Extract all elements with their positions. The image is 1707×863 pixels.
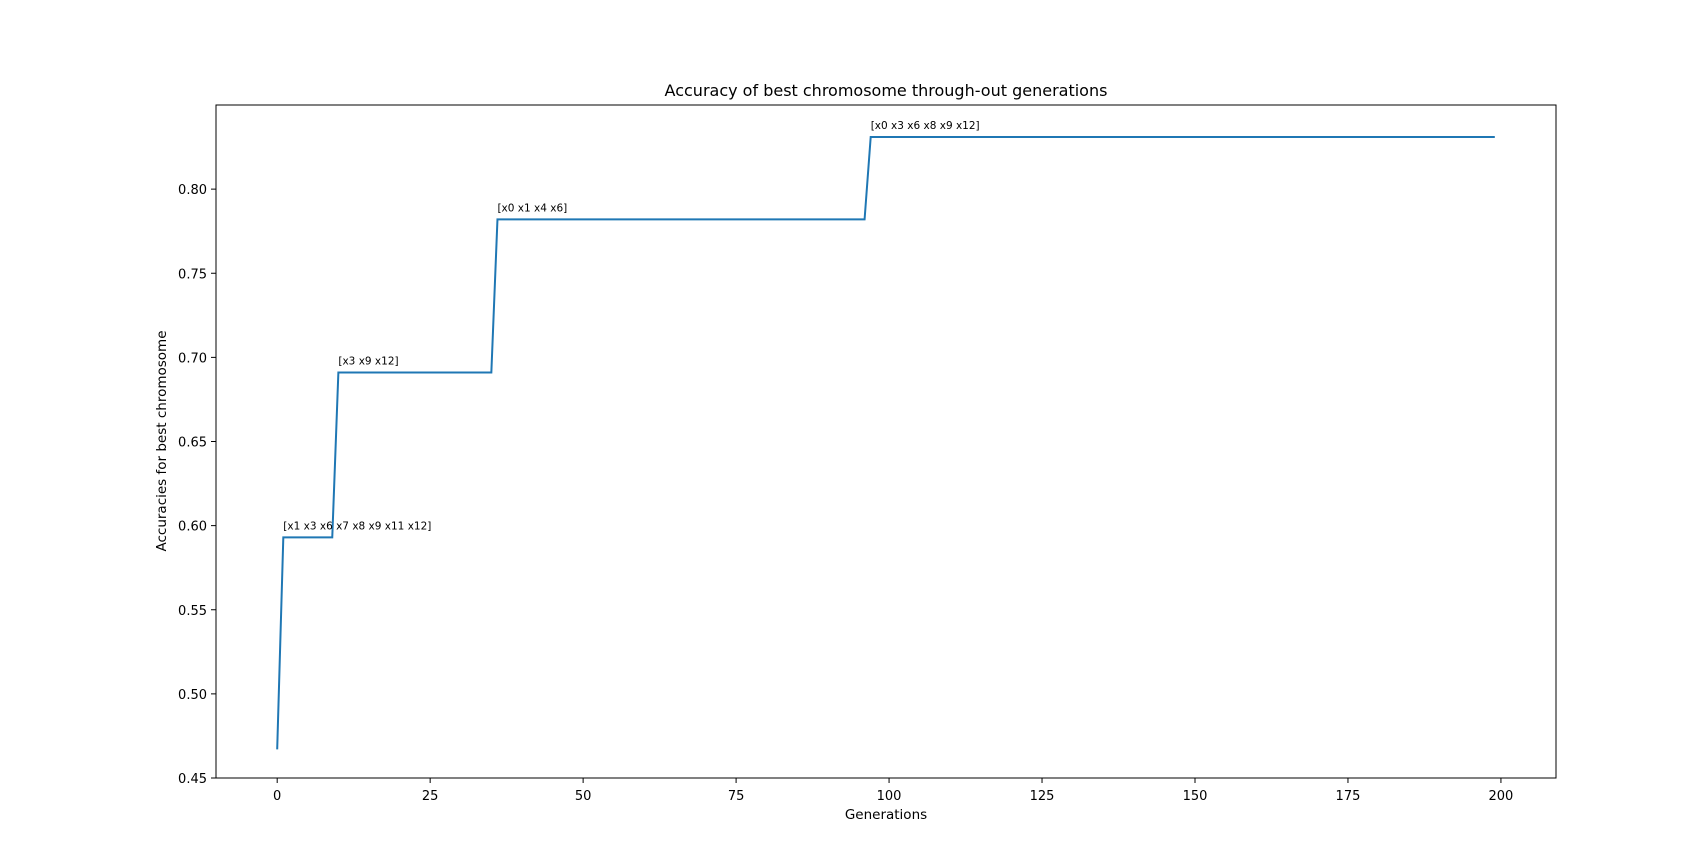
chart-title: Accuracy of best chromosome through-out … [665, 81, 1108, 100]
y-tick-label: 0.80 [178, 183, 207, 198]
x-axis: 0 25 50 75 100 125 150 175 200 [273, 778, 1513, 804]
y-tick-label: 0.45 [178, 772, 207, 787]
y-tick-label: 0.70 [178, 351, 207, 366]
x-tick-label: 0 [273, 789, 281, 804]
x-tick-label: 175 [1336, 789, 1361, 804]
x-tick-label: 25 [422, 789, 439, 804]
y-tick-label: 0.75 [178, 267, 207, 282]
y-tick-label: 0.60 [178, 520, 207, 535]
annotations: [x1 x3 x6 x7 x8 x9 x11 x12] [x3 x9 x12] [x… [283, 120, 979, 532]
annotation-label: [x0 x1 x4 x6] [497, 202, 567, 214]
annotation-label: [x1 x3 x6 x7 x8 x9 x11 x12] [283, 520, 431, 532]
x-tick-label: 150 [1183, 789, 1208, 804]
x-axis-title: Generations [845, 807, 927, 823]
x-tick-label: 75 [728, 789, 745, 804]
series-line [276, 135, 1495, 750]
y-axis: 0.45 0.50 0.55 0.60 0.65 0.70 0.75 0.80 [178, 183, 216, 787]
y-tick-label: 0.50 [178, 688, 207, 703]
x-tick-label: 200 [1489, 789, 1514, 804]
plot-area-frame [215, 104, 1557, 779]
x-tick-label: 125 [1030, 789, 1055, 804]
annotation-label: [x0 x3 x6 x8 x9 x12] [871, 120, 980, 132]
x-tick-label: 100 [877, 789, 902, 804]
y-axis-title: Accuracies for best chromosome [154, 330, 170, 551]
annotation-label: [x3 x9 x12] [338, 356, 398, 368]
y-tick-label: 0.65 [178, 436, 207, 451]
y-tick-label: 0.55 [178, 604, 207, 619]
x-tick-label: 50 [575, 789, 592, 804]
